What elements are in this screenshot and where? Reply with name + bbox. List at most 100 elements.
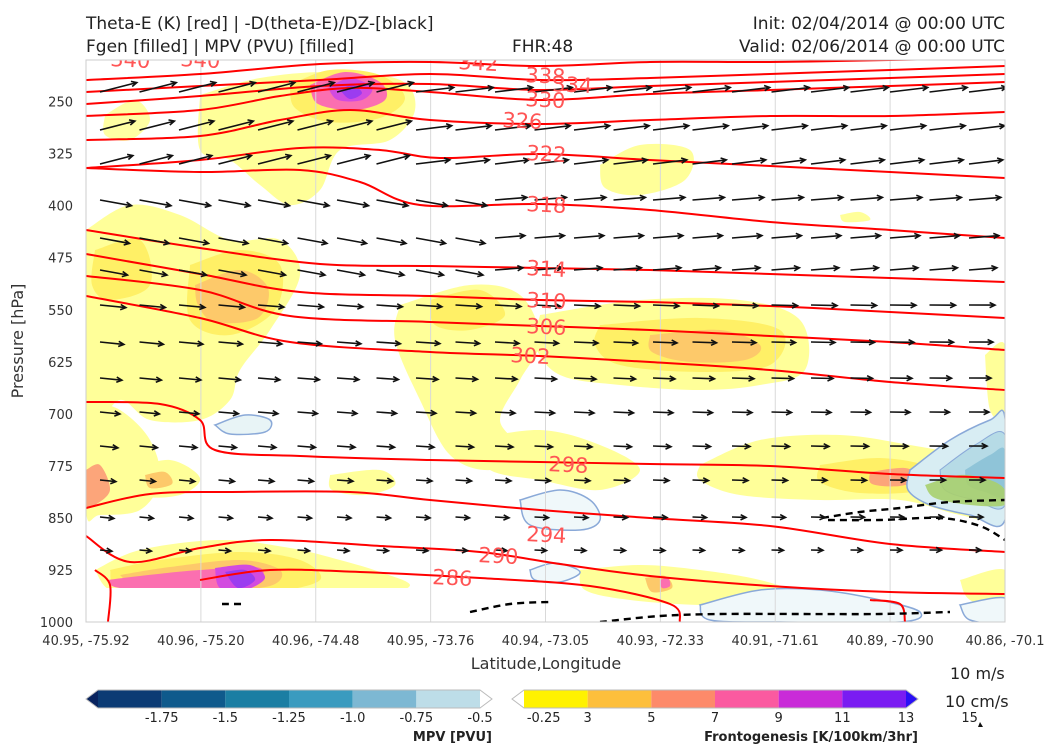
x-tick-8: 40.86, -70.1: [965, 634, 1044, 649]
wind-vector-150: [573, 302, 602, 310]
x-tick-7: 40.89, -70.90: [846, 634, 933, 649]
wind-vector-117: [178, 269, 209, 278]
wind-vector-213: [336, 409, 359, 417]
wind-vector-64: [810, 157, 847, 165]
wind-vector-226: [850, 408, 873, 416]
dtheta-dz-line-3: [599, 610, 951, 622]
dtheta-dz-line-1: [827, 516, 1005, 542]
wind-vector-53: [376, 153, 412, 165]
wind-vector-313: [652, 546, 667, 554]
fgen-colorbar: 3 5 7 9 11 13 15: [511, 689, 978, 726]
wind-vector-118: [218, 269, 248, 278]
wind-vector-281: [297, 514, 314, 522]
wind-vector-61: [692, 157, 729, 165]
y-tick-550: 550: [48, 304, 73, 319]
wind-vector-154: [731, 302, 760, 309]
contour-label-302: 302: [510, 343, 551, 369]
cb-fgen-tick-6: 15: [961, 711, 978, 726]
contour-label-306: 306: [526, 314, 567, 340]
wind-vector-318: [850, 546, 865, 554]
wind-vector-228: [929, 408, 952, 416]
wind-vector-163: [178, 340, 205, 348]
wind-vector-254: [139, 477, 158, 485]
wind-vector-77: [415, 199, 450, 209]
wind-vector-159: [929, 301, 958, 309]
theta-e-line-0: [86, 60, 947, 81]
wind-vector-187: [218, 376, 243, 383]
wind-vector-34: [534, 122, 573, 131]
contour-label-334: 334: [552, 72, 593, 98]
y-axis-label: Pressure [hPa]: [8, 284, 27, 399]
fgen-region-36: [660, 577, 671, 589]
wind-vector-234: [257, 443, 278, 451]
wind-vector-185: [139, 376, 164, 383]
wind-vector-250: [889, 442, 910, 450]
wind-vector-116: [139, 269, 169, 278]
shaded-fields: [86, 69, 1005, 622]
wind-vector-127: [573, 264, 604, 272]
wind-vector-224: [771, 409, 794, 416]
wind-vector-293: [771, 513, 788, 521]
wind-vector-198: [652, 375, 677, 383]
wind-vector-261: [415, 477, 434, 485]
chart-title-line1: Theta-E (K) [red] | -D(theta-E)/DZ-[blac…: [86, 14, 434, 34]
cb-mpv-swatch-7: [480, 690, 492, 708]
wind-vector-137: [968, 264, 999, 272]
wind-vector-239: [455, 443, 476, 451]
wind-vector-143: [297, 303, 326, 310]
wind-vector-91: [968, 194, 1003, 202]
wind-vector-75: [336, 199, 371, 209]
wind-vector-107: [692, 232, 725, 240]
mpv-region-0: [213, 414, 273, 436]
wind-vector-175: [652, 339, 679, 347]
wind-vector-315: [731, 546, 746, 554]
wind-vector-220: [613, 409, 636, 416]
wind-vector-66: [889, 157, 926, 165]
wind-vector-217: [494, 409, 517, 417]
wind-vector-243: [613, 443, 634, 450]
wind-vector-8: [415, 84, 456, 93]
wind-vector-274: [929, 476, 948, 484]
wind-vector-186: [178, 376, 203, 383]
wind-vector-210: [218, 410, 241, 417]
wind-vector-13: [613, 84, 654, 93]
wind-vector-58: [573, 157, 610, 165]
theta-e-line-13: [86, 535, 1005, 595]
cb-fgen-swatch-1: [524, 690, 588, 708]
y-tick-850: 850: [48, 512, 73, 527]
wind-vector-37: [652, 122, 691, 131]
fgen-region-16: [648, 329, 762, 363]
wind-vector-38: [692, 122, 731, 131]
wind-vector-273: [889, 476, 908, 484]
wind-vector-263: [494, 477, 513, 484]
wind-vector-145: [376, 303, 405, 310]
cb-fgen-tick-4: 11: [834, 711, 851, 726]
wind-vector-183: [968, 338, 995, 346]
wind-vector-97: [297, 237, 329, 246]
fgen-colorbar-label: Frontogenesis [K/100km/3hr]: [704, 730, 918, 745]
wind-vector-41: [810, 122, 849, 131]
wind-vector-148: [494, 302, 523, 310]
wind-vector-31: [415, 122, 454, 131]
wind-vector-249: [850, 442, 871, 450]
wind-vector-232: [178, 443, 199, 451]
wind-vector-108: [731, 232, 764, 240]
wind-vector-27: [257, 119, 295, 131]
wind-vector-88: [850, 194, 885, 202]
fgen-region-13: [430, 289, 506, 331]
wind-vector-218: [534, 409, 557, 417]
cb-mpv-tick-3: -1.0: [340, 711, 365, 726]
wind-vector-156: [810, 302, 839, 309]
wind-vector-0: [99, 80, 139, 93]
wind-vector-135: [889, 264, 920, 272]
wind-vector-14: [652, 84, 693, 93]
wind-vector-321: [968, 546, 983, 554]
wind-vector-81: [573, 194, 608, 202]
wind-vector-294: [810, 513, 827, 521]
wind-vector-149: [534, 302, 563, 310]
wind-vector-73: [257, 199, 292, 209]
wind-vector-79: [494, 194, 529, 202]
wind-vector-258: [297, 477, 316, 485]
wind-vector-125: [494, 264, 525, 272]
y-axis-ticks: 250 325 400 475 550 625 700 775 850 925 1000: [40, 96, 73, 631]
